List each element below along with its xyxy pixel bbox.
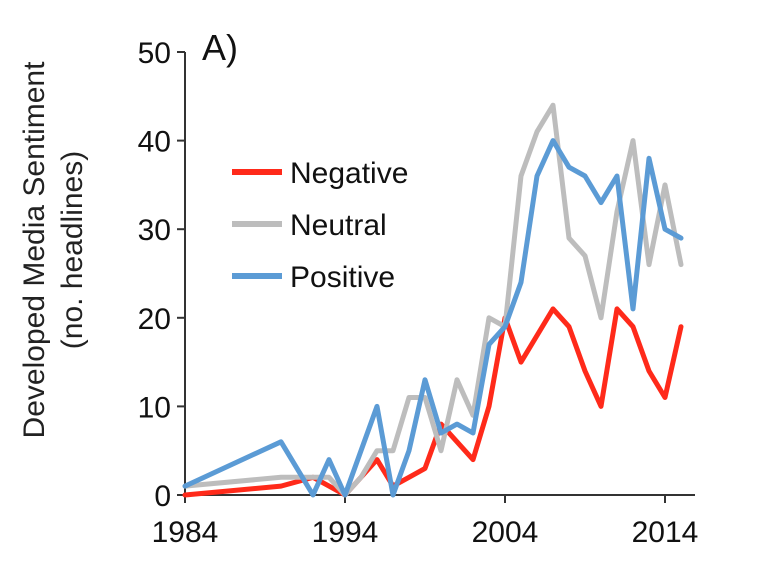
y-axis-title-line1: Developed Media Sentiment: [18, 61, 51, 439]
legend: Negative Neutral Positive: [232, 157, 408, 294]
series-line-positive: [182, 138, 684, 498]
y-axis-title-line2: (no. headlines): [56, 151, 89, 349]
x-tick-label: 1984: [152, 516, 219, 549]
x-tick-label: 1994: [312, 516, 379, 549]
y-tick-label: 50: [138, 37, 171, 70]
axes: [184, 52, 695, 496]
x-tick-label: 2004: [472, 516, 539, 549]
series-lines: [182, 102, 684, 498]
y-tick-label: 30: [138, 214, 171, 247]
panel-label: A): [202, 27, 238, 68]
x-tick-label: 2014: [632, 516, 699, 549]
series-line-neutral: [182, 102, 684, 498]
y-tick-label: 0: [154, 480, 171, 513]
tick-marks: 0 10 20 30 40 50 1984 1994 2004 2014: [138, 37, 699, 549]
y-tick-label: 40: [138, 126, 171, 159]
legend-label-negative: Negative: [290, 157, 408, 190]
legend-label-neutral: Neutral: [290, 209, 387, 242]
legend-label-positive: Positive: [290, 261, 395, 294]
y-tick-label: 20: [138, 303, 171, 336]
y-tick-label: 10: [138, 391, 171, 424]
